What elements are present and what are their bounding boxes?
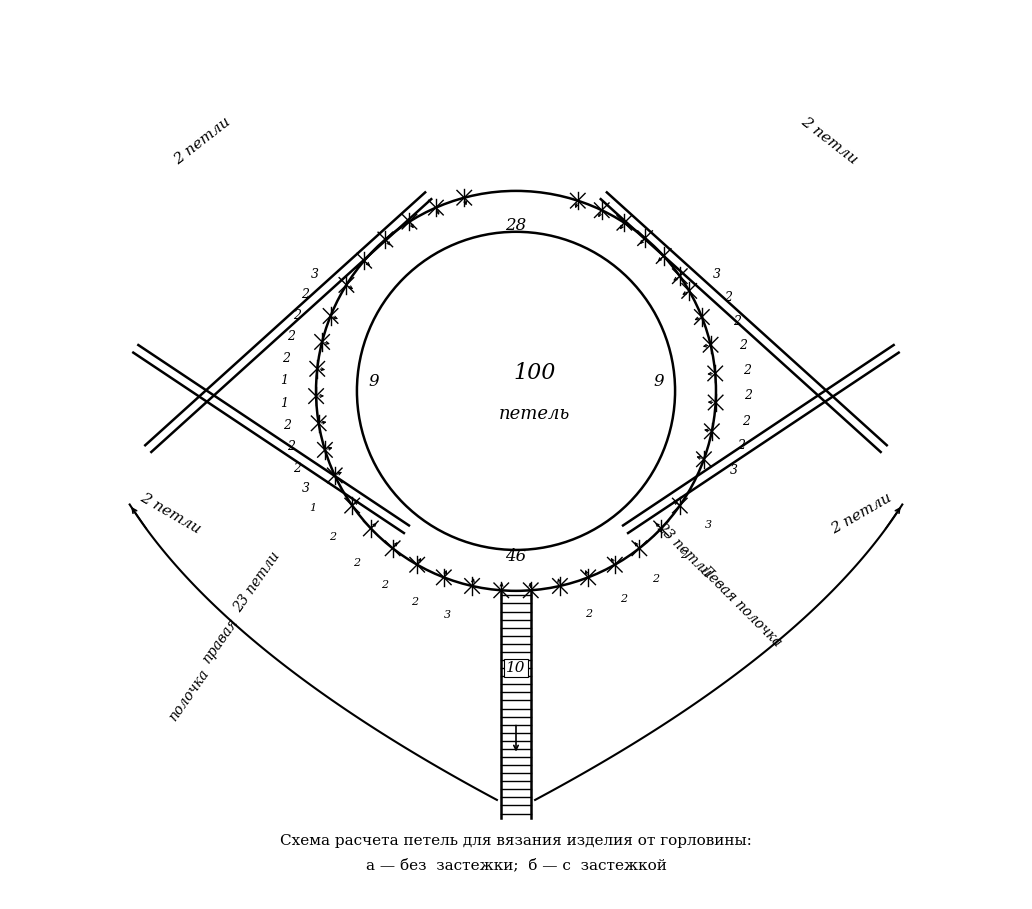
Text: 2: 2	[287, 330, 294, 344]
Text: 46: 46	[506, 548, 526, 564]
Text: 2: 2	[293, 462, 301, 474]
Text: 2: 2	[329, 532, 336, 542]
Text: 100: 100	[513, 362, 555, 384]
Text: а — без  застежки;  б — с  застежкой: а — без застежки; б — с застежкой	[365, 858, 667, 873]
Text: 2: 2	[411, 597, 418, 607]
Text: 23 петли: 23 петли	[231, 549, 283, 614]
Text: 3: 3	[713, 268, 720, 282]
Text: 23 петли: 23 петли	[654, 520, 714, 580]
Text: 2: 2	[283, 419, 291, 432]
Text: 3: 3	[705, 520, 712, 530]
Text: 2: 2	[585, 609, 592, 619]
Text: 2: 2	[381, 580, 388, 590]
Text: 2 петли: 2 петли	[799, 115, 861, 167]
Text: 3: 3	[302, 483, 310, 495]
Text: 2: 2	[353, 558, 360, 568]
Text: петель: петель	[498, 405, 570, 423]
Text: 2: 2	[293, 309, 301, 322]
Text: полочка: полочка	[166, 667, 212, 724]
Text: 3: 3	[730, 464, 738, 476]
Text: 2: 2	[287, 441, 295, 454]
Text: 3: 3	[444, 610, 451, 620]
Text: 2: 2	[620, 594, 627, 604]
Text: 2: 2	[739, 339, 747, 352]
Text: 2: 2	[744, 389, 751, 403]
Text: 2 петли: 2 петли	[171, 115, 233, 167]
Text: Схема расчета петель для вязания изделия от горловины:: Схема расчета петель для вязания изделия…	[280, 834, 752, 848]
Text: 28: 28	[506, 217, 526, 234]
Text: 2: 2	[743, 365, 751, 377]
Text: 2: 2	[733, 315, 741, 327]
Text: 2: 2	[742, 415, 750, 427]
Text: 1: 1	[281, 375, 288, 387]
Text: 2: 2	[724, 291, 732, 304]
Text: 2: 2	[680, 550, 687, 560]
Text: 2 петли: 2 петли	[829, 491, 894, 536]
Text: 1: 1	[310, 503, 317, 514]
Text: правая: правая	[200, 615, 241, 666]
Text: 2: 2	[283, 352, 290, 365]
Text: 2: 2	[737, 439, 745, 453]
Text: 2: 2	[652, 574, 659, 584]
Text: 9: 9	[368, 374, 379, 390]
Text: 3: 3	[312, 268, 319, 282]
Text: Левая полочка: Левая полочка	[698, 563, 785, 650]
Text: 10: 10	[507, 661, 525, 675]
Text: 2: 2	[301, 288, 309, 301]
Text: 1: 1	[281, 396, 289, 409]
Text: 2 петли: 2 петли	[138, 491, 203, 536]
Text: 9: 9	[653, 374, 664, 390]
